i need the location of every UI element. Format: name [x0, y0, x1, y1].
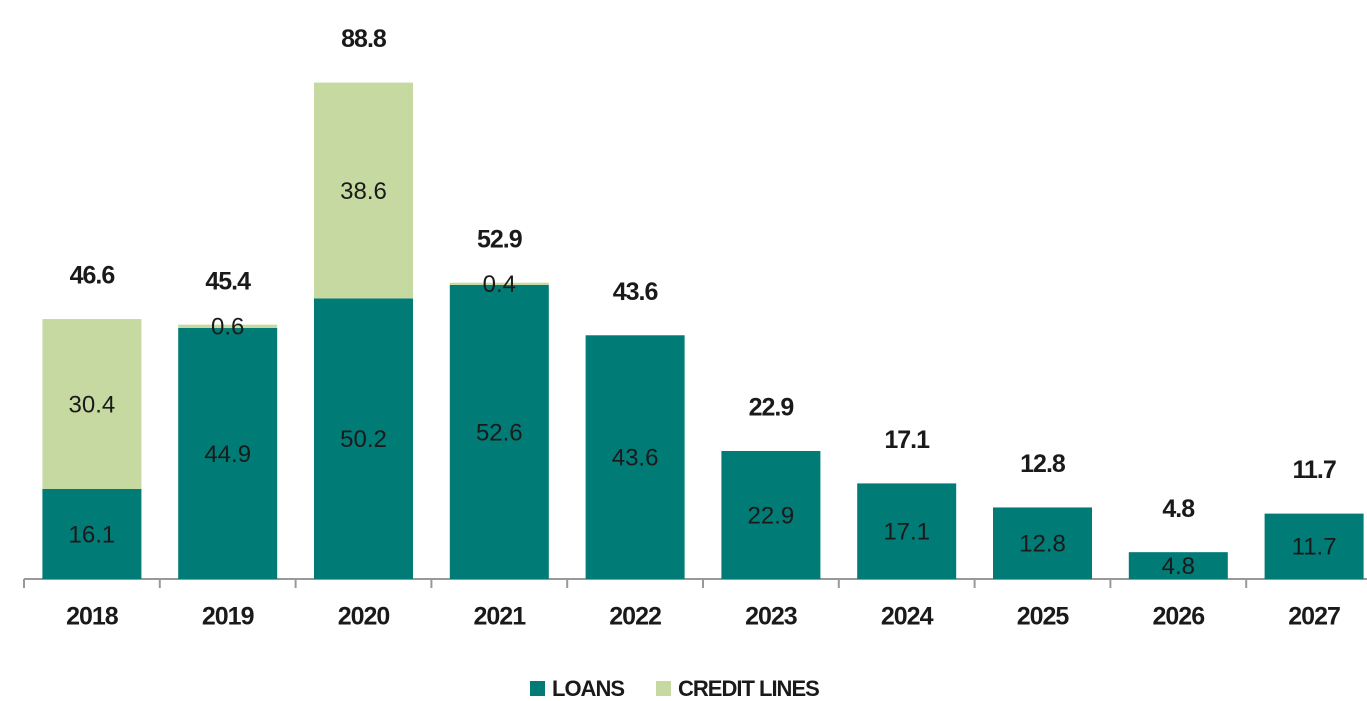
total-label: 17.1: [884, 426, 930, 454]
legend-label: CREDIT LINES: [678, 676, 819, 701]
legend-label: LOANS: [552, 676, 624, 701]
legend-swatch: [656, 681, 671, 696]
x-tick-label: 2021: [473, 603, 526, 631]
x-tick-label: 2027: [1288, 603, 1340, 631]
bar-segment: [1128, 552, 1228, 579]
bar-segment: [178, 324, 278, 329]
bar-segment: [857, 483, 957, 579]
segment-label: 30.4: [69, 391, 116, 418]
bar-segment: [449, 284, 549, 579]
segment-label: 38.6: [340, 178, 387, 205]
bar-segment: [585, 335, 685, 579]
legend-swatch: [530, 681, 545, 696]
total-label: 46.6: [70, 262, 115, 290]
bar-segment: [42, 489, 142, 579]
bar-segment: [178, 328, 278, 579]
total-label: 43.6: [613, 278, 658, 306]
total-label: 11.7: [1292, 456, 1335, 484]
segment-label: 50.2: [340, 426, 387, 453]
total-label: 4.8: [1162, 495, 1195, 523]
x-tick-label: 2022: [609, 603, 661, 631]
x-tick-label: 2018: [66, 603, 119, 631]
bar-segment: [314, 82, 413, 299]
segment-label: 4.8: [1162, 553, 1195, 580]
total-label: 22.9: [749, 394, 794, 422]
segment-label: 17.1: [883, 519, 930, 546]
x-tick-label: 2025: [1017, 603, 1070, 631]
segment-label: 0.4: [483, 271, 516, 298]
segment-label: 22.9: [748, 502, 795, 529]
bar-segment: [721, 450, 821, 579]
x-tick-label: 2026: [1152, 603, 1204, 631]
segment-label: 12.8: [1019, 531, 1066, 558]
bar-segment: [314, 298, 413, 579]
segment-label: 11.7: [1292, 534, 1337, 561]
total-label: 88.8: [341, 25, 387, 53]
bar-segment: [42, 319, 142, 490]
total-label: 12.8: [1020, 450, 1066, 478]
total-label: 45.4: [205, 267, 251, 295]
x-tick-label: 2020: [338, 603, 390, 631]
segment-label: 52.6: [476, 419, 523, 446]
bar-segment: [1264, 513, 1364, 579]
segment-label: 44.9: [204, 441, 251, 468]
segment-label: 43.6: [612, 444, 659, 471]
total-label: 52.9: [477, 225, 522, 253]
bar-segment: [993, 507, 1092, 579]
x-tick-label: 2023: [745, 603, 797, 631]
x-tick-label: 2024: [881, 603, 934, 631]
segment-label: 16.1: [69, 521, 116, 548]
segment-label: 0.6: [211, 314, 244, 341]
x-tick-label: 2019: [202, 603, 254, 631]
bar-segment: [449, 282, 549, 285]
